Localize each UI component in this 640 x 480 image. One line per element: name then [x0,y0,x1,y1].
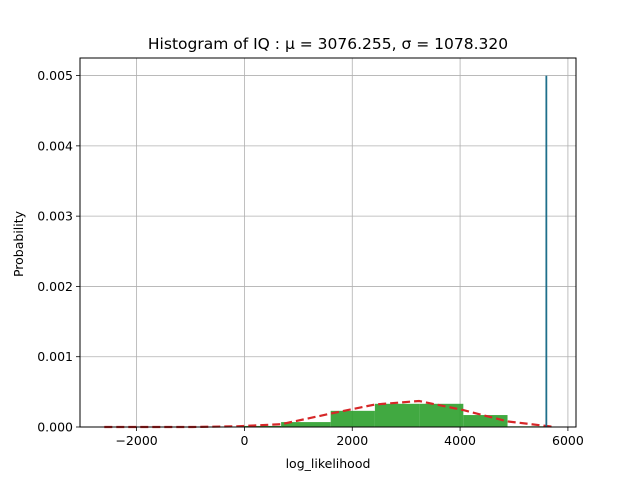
histogram-bar [330,410,375,427]
x-tick-label: −2000 [115,433,157,448]
y-tick-label: 0.001 [37,349,73,364]
y-tick-label: 0.004 [37,138,73,153]
plot-frame [79,57,577,428]
histogram-bar [374,403,420,427]
chart-title: Histogram of IQ : μ = 3076.255, σ = 1078… [148,35,508,53]
histogram-bar [463,415,508,427]
histogram-bar [236,425,282,427]
y-axis-label: Probability [11,210,26,277]
x-tick-label: 6000 [552,433,584,448]
y-tick-label: 0.002 [37,279,73,294]
y-tick-label: 0.003 [37,209,73,224]
histogram-bar [281,422,331,427]
axis-ticks: −2000 0 2000 4000 6000 0.000 0.001 0.002 0.003 0.… [37,68,584,448]
x-tick-label: 2000 [336,433,368,448]
histogram-bars [236,403,552,427]
x-axis-label: log_likelihood [286,456,371,471]
histogram-bar [419,403,464,427]
x-tick-label: 0 [240,433,248,448]
y-tick-label: 0.000 [37,420,73,435]
y-tick-label: 0.005 [37,68,73,83]
x-tick-label: 4000 [444,433,476,448]
